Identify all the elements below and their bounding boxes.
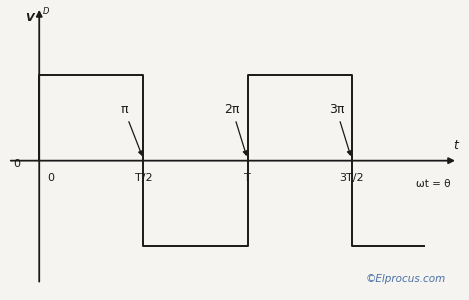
Text: T: T	[244, 173, 251, 184]
Text: V: V	[25, 13, 34, 23]
Text: 3T/2: 3T/2	[340, 173, 364, 184]
Text: t: t	[454, 139, 458, 152]
Text: ©Elprocus.com: ©Elprocus.com	[365, 274, 446, 284]
Text: T/2: T/2	[135, 173, 152, 184]
Text: D: D	[42, 7, 49, 16]
Text: 0: 0	[47, 173, 54, 184]
Text: 3π: 3π	[329, 103, 351, 155]
Text: ωt = θ: ωt = θ	[416, 179, 451, 189]
Text: π: π	[121, 103, 142, 155]
Text: 2π: 2π	[225, 103, 247, 155]
Text: 0: 0	[13, 160, 20, 170]
